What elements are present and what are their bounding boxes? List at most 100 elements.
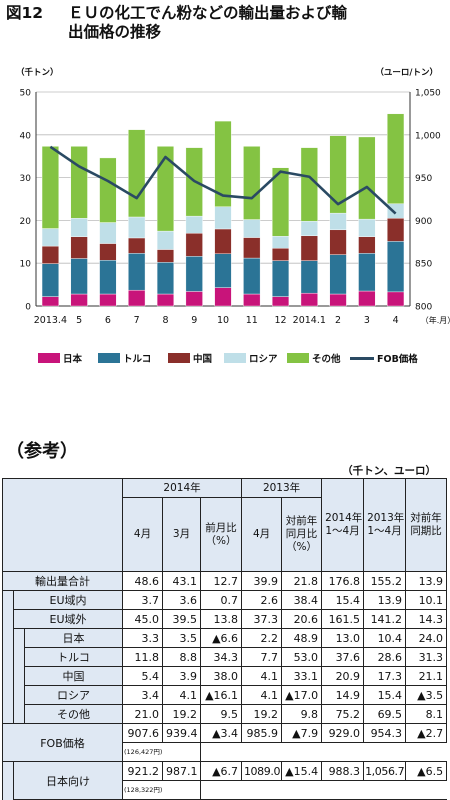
x-tick-label: 2 (335, 315, 341, 326)
indent-cell (14, 705, 25, 724)
table-cell: 7.7 (242, 648, 282, 667)
table-cell: 34.3 (201, 648, 242, 667)
legend-swatch (98, 353, 120, 363)
table-cell: 141.2 (364, 610, 406, 629)
bar-segment (215, 207, 232, 229)
bar-segment (359, 237, 376, 254)
bar-segment (42, 297, 59, 306)
bar-segment (330, 213, 347, 230)
japan-yen-note: (128,322円) (123, 781, 201, 800)
bar-segment (128, 217, 145, 238)
table-cell: 2.2 (242, 629, 282, 648)
bar-segment (359, 291, 376, 306)
left-tick-label: 40 (20, 131, 32, 141)
legend-item: 中国 (168, 351, 212, 365)
bar-segment (359, 137, 376, 219)
x-tick-label: 4 (393, 315, 399, 326)
left-tick-label: 10 (20, 260, 32, 270)
header-yoy: 対前年同月比（%） (282, 498, 322, 572)
header-corner (3, 479, 123, 572)
table-unit: （千トン、ユーロ） (342, 463, 436, 478)
legend-item: ロシア (224, 351, 278, 365)
legend-item: FOB価格 (350, 351, 418, 365)
table-cell: 37.3 (242, 610, 282, 629)
left-tick-label: 0 (25, 303, 31, 313)
fob-value: 954.3 (364, 724, 406, 743)
table-cell: 43.1 (163, 572, 201, 591)
bar-segment (301, 293, 318, 306)
fob-value: ▲2.7 (406, 724, 447, 743)
table-cell: 37.6 (322, 648, 364, 667)
row-label: EU域外 (14, 610, 123, 629)
bar-segment (243, 238, 260, 259)
indent-cell (3, 610, 14, 629)
bar-segment (387, 114, 404, 204)
bar-segment (243, 258, 260, 294)
bar-segment (330, 255, 347, 294)
table-cell: 161.5 (322, 610, 364, 629)
table-cell: 19.2 (163, 705, 201, 724)
table-cell: 8.1 (406, 705, 447, 724)
japan-price-value: ▲15.4 (282, 762, 322, 781)
table-cell: 4.1 (242, 667, 282, 686)
bar-segment (186, 291, 203, 306)
row-label: EU域内 (14, 591, 123, 610)
bar-segment (157, 250, 174, 263)
legend-item: トルコ (98, 351, 151, 365)
table-cell: 8.8 (163, 648, 201, 667)
table-cell: 75.2 (322, 705, 364, 724)
x-tick-label: 10 (217, 315, 229, 326)
table-cell: 48.9 (282, 629, 322, 648)
fob-value: ▲7.9 (282, 724, 322, 743)
x-tick-label: 7 (134, 315, 140, 326)
left-tick-label: 50 (20, 89, 32, 99)
japan-price-value: ▲6.5 (406, 762, 447, 781)
table-cell: 4.1 (242, 686, 282, 705)
indent-cell (3, 591, 14, 610)
table-cell: 3.6 (163, 591, 201, 610)
indent-cell (14, 648, 25, 667)
bar-segment (301, 221, 318, 236)
header-apr-2013: 4月 (242, 498, 282, 572)
bar-segment (272, 297, 289, 306)
bar-segment (100, 260, 117, 294)
right-tick-label: 800 (415, 303, 432, 313)
bar-segment (387, 204, 404, 219)
reference-caption: （参考） (6, 437, 78, 463)
header-yoy-cum: 対前年同期比 (406, 479, 447, 572)
x-axis-unit: （年.月） (421, 315, 450, 325)
bar-segment (186, 216, 203, 233)
table-cell: 13.0 (322, 629, 364, 648)
indent-cell (3, 667, 14, 686)
bar-segment (215, 288, 232, 306)
legend-label: FOB価格 (377, 351, 418, 365)
right-tick-label: 950 (415, 174, 432, 184)
bar-segment (243, 220, 260, 238)
x-tick-label: 3 (364, 315, 370, 326)
bar-segment (359, 219, 376, 237)
row-label: 輸出量合計 (3, 572, 123, 591)
legend-item: 日本 (38, 351, 82, 365)
table-cell: 13.8 (201, 610, 242, 629)
x-tick-label: 5 (76, 315, 82, 326)
bar-segment (128, 290, 145, 306)
bar-segment (100, 223, 117, 244)
bar-segment (128, 253, 145, 290)
legend-item: その他 (287, 351, 341, 365)
table-cell: 20.9 (322, 667, 364, 686)
row-label: その他 (25, 705, 123, 724)
header-2013: 2013年 (242, 479, 322, 498)
japan-price-value: 1089.0 (242, 762, 282, 781)
bar-segment (243, 294, 260, 306)
bar-segment (71, 146, 88, 218)
indent-cell (3, 686, 14, 705)
table-cell: 3.5 (163, 629, 201, 648)
table-cell: 9.5 (201, 705, 242, 724)
bar-segment (272, 261, 289, 297)
